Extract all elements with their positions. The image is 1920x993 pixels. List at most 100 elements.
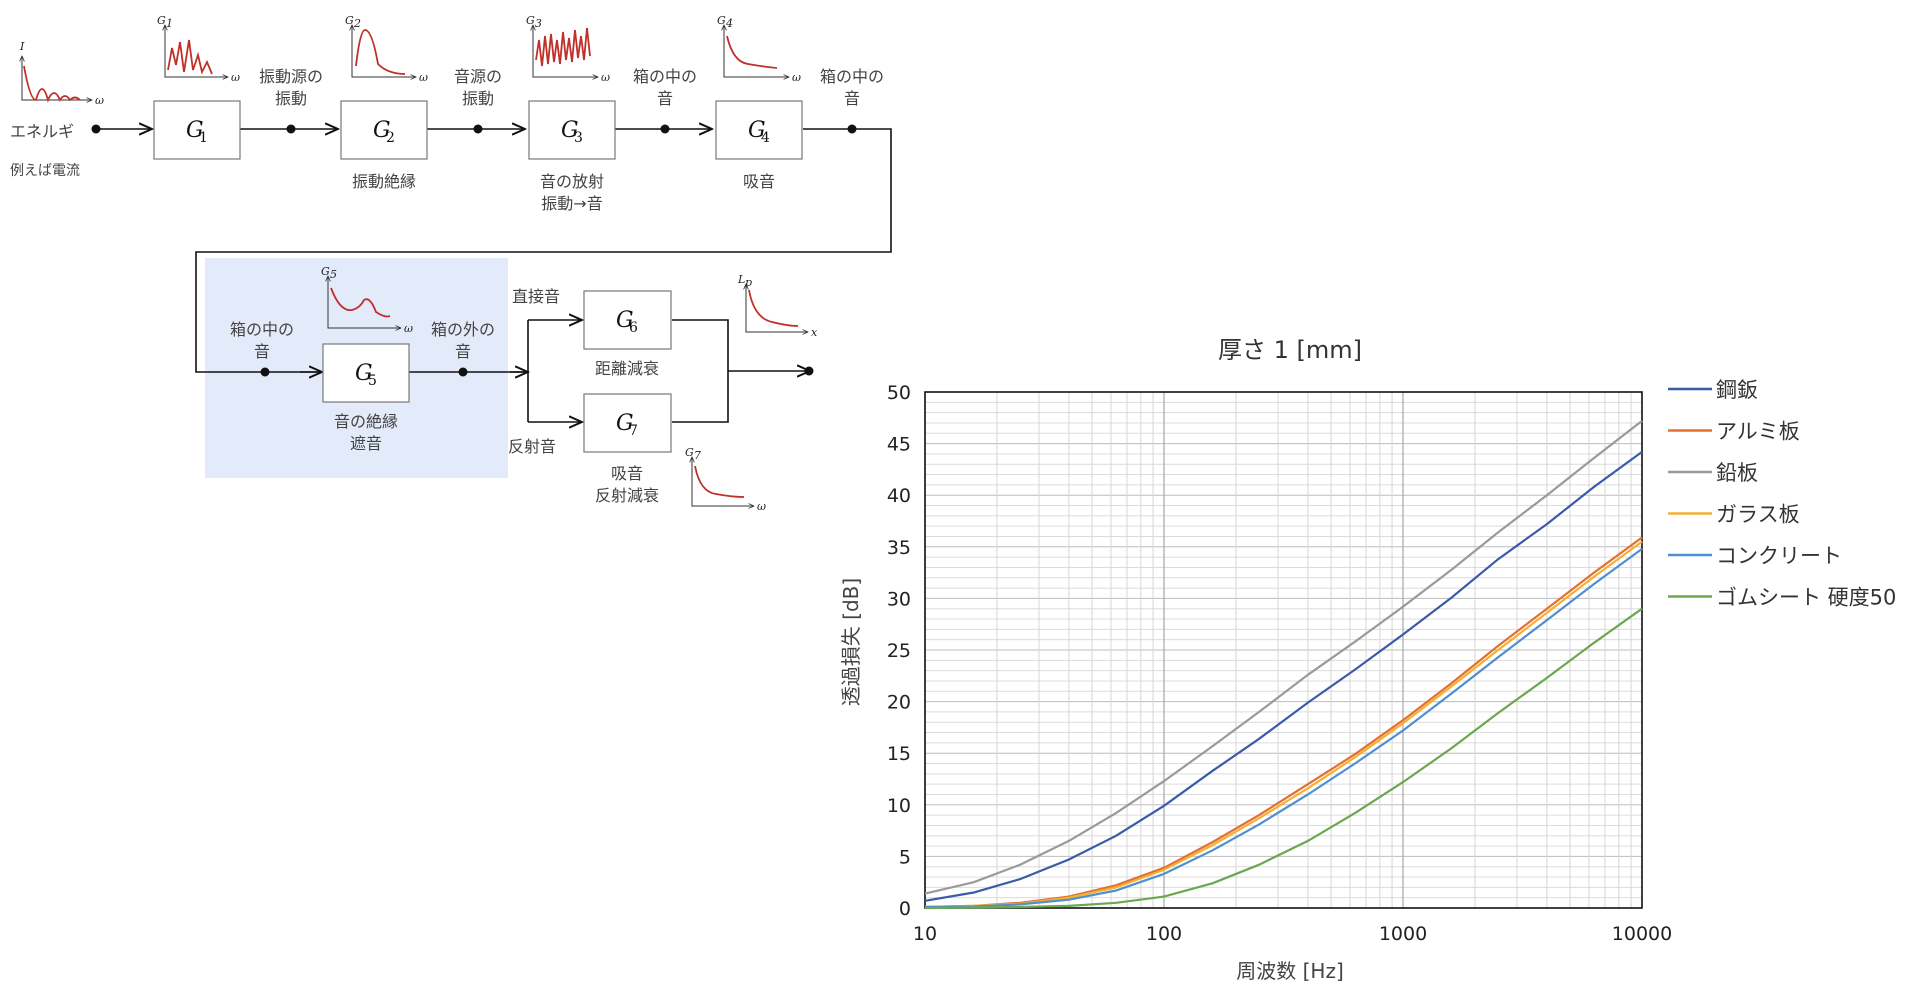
signal-4-line1: 箱の中の [820, 67, 884, 86]
plot-frame [924, 391, 1643, 909]
input-graph-y-label: I [19, 40, 25, 53]
x-tick-label: 10 [913, 923, 937, 945]
legend-label: 鋼鈑 [1716, 378, 1758, 402]
block-g6-letter: G [616, 308, 634, 333]
g3-caption-2: 振動→音 [541, 194, 602, 213]
g3-graph-x: ω [601, 71, 610, 84]
series-line [924, 607, 1643, 910]
block-g2: G 2 [340, 100, 428, 160]
g5-graph-y: G [321, 265, 330, 278]
signal-2-line1: 音源の [454, 67, 502, 86]
y-tick-label: 0 [899, 898, 911, 920]
y-tick-label: 40 [887, 485, 911, 507]
g5-graph-x: ω [404, 322, 413, 335]
block-g1-sub: 1 [199, 130, 208, 146]
g4-graph: G 4 ω [717, 14, 801, 84]
series-line [924, 540, 1643, 909]
y-tick-label: 35 [887, 537, 911, 559]
signal-3-line2: 音 [657, 89, 673, 108]
block-g3-sub: 3 [574, 130, 583, 146]
g4-graph-x: ω [792, 71, 801, 84]
g7-graph-x: ω [757, 500, 766, 513]
block-diagram: I ω エネルギ 例えば電流 G 1 G 2 G 3 G 4 [10, 14, 892, 513]
chart-ticks: 0 5 10 15 20 25 30 35 40 45 50 10 100 1000 10000 [887, 382, 1672, 945]
y-tick-label: 15 [887, 743, 911, 765]
g7-caption-1: 吸音 [611, 464, 643, 483]
signal-5-line2: 音 [254, 342, 270, 361]
g2-caption: 振動絶縁 [352, 172, 416, 191]
legend-label: アルミ板 [1716, 420, 1800, 444]
g7-graph: G 7 ω [685, 446, 766, 513]
g2-graph-y: G [345, 14, 354, 27]
block-g6-sub: 6 [629, 320, 638, 336]
y-tick-label: 5 [899, 846, 911, 868]
input-graph-x-label: ω [95, 94, 104, 107]
block-g2-letter: G [373, 118, 391, 143]
block-g5-letter: G [355, 361, 373, 386]
block-g4-sub: 4 [761, 130, 770, 146]
g3-caption-1: 音の放射 [540, 172, 604, 191]
g3-graph-y-sub: 3 [535, 17, 542, 30]
signal-6-line2: 音 [455, 342, 471, 361]
block-g6: G 6 [583, 290, 672, 350]
g3-graph-y: G [526, 14, 535, 27]
block-g4: G 4 [715, 100, 803, 160]
g5-caption-1: 音の絶縁 [334, 412, 398, 431]
signal-3-line1: 箱の中の [633, 67, 697, 86]
block-g1-letter: G [186, 118, 204, 143]
g5-caption-2: 遮音 [350, 434, 382, 453]
chart-grid [924, 391, 1643, 909]
g4-caption: 吸音 [743, 172, 775, 191]
legend-label: ガラス板 [1716, 503, 1800, 527]
series-line [924, 451, 1643, 902]
g5-graph-y-sub: 5 [330, 268, 337, 281]
g1-graph-x: ω [231, 71, 240, 84]
reflected-sound-label: 反射音 [508, 437, 556, 456]
g5-graph: G 5 ω [321, 265, 413, 335]
x-tick-label: 10000 [1612, 923, 1672, 945]
signal-1-line2: 振動 [275, 89, 307, 108]
g2-graph-y-sub: 2 [353, 17, 361, 30]
output-graph-x: x [811, 326, 818, 339]
block-g5-sub: 5 [368, 373, 377, 389]
output-graph: L p x [737, 273, 818, 339]
g1-graph-y: G [157, 14, 166, 27]
chart-title: 厚さ 1 [mm] [1218, 336, 1362, 364]
block-g5: G 5 [322, 343, 410, 403]
input-note: 例えば電流 [10, 163, 80, 179]
g3-graph: G 3 ω [526, 14, 610, 84]
g7-graph-y-sub: 7 [694, 449, 701, 462]
g1-graph: G 1 ω [157, 14, 240, 84]
y-tick-label: 50 [887, 382, 911, 404]
input-graph: I ω [19, 40, 104, 107]
legend-label: 鉛板 [1716, 461, 1758, 485]
series-line [924, 548, 1643, 909]
g2-graph: G 2 ω [345, 14, 428, 84]
g1-graph-y-sub: 1 [166, 17, 173, 30]
x-tick-label: 1000 [1379, 923, 1427, 945]
g6-caption: 距離減衰 [595, 359, 659, 378]
output-graph-y-sub: p [745, 276, 752, 289]
g2-graph-x: ω [419, 71, 428, 84]
legend-label: コンクリート [1716, 544, 1842, 568]
y-tick-label: 25 [887, 640, 911, 662]
chart-lines [924, 420, 1643, 910]
block-g3: G 3 [528, 100, 616, 160]
y-tick-label: 20 [887, 692, 911, 714]
signal-4-line2: 音 [844, 89, 860, 108]
y-tick-label: 10 [887, 795, 911, 817]
chart-x-axis-label: 周波数 [Hz] [1236, 959, 1344, 983]
block-g7-sub: 7 [629, 423, 638, 439]
chart-y-axis-label: 透過損失 [dB] [839, 578, 863, 706]
signal-2-line2: 振動 [462, 89, 494, 108]
block-g4-letter: G [748, 118, 766, 143]
y-tick-label: 45 [887, 434, 911, 456]
block-g3-letter: G [561, 118, 579, 143]
x-tick-label: 100 [1146, 923, 1182, 945]
direct-sound-label: 直接音 [512, 287, 560, 306]
input-label: エネルギ [10, 122, 74, 141]
block-g1: G 1 [153, 100, 241, 160]
signal-1-line1: 振動源の [259, 67, 323, 86]
